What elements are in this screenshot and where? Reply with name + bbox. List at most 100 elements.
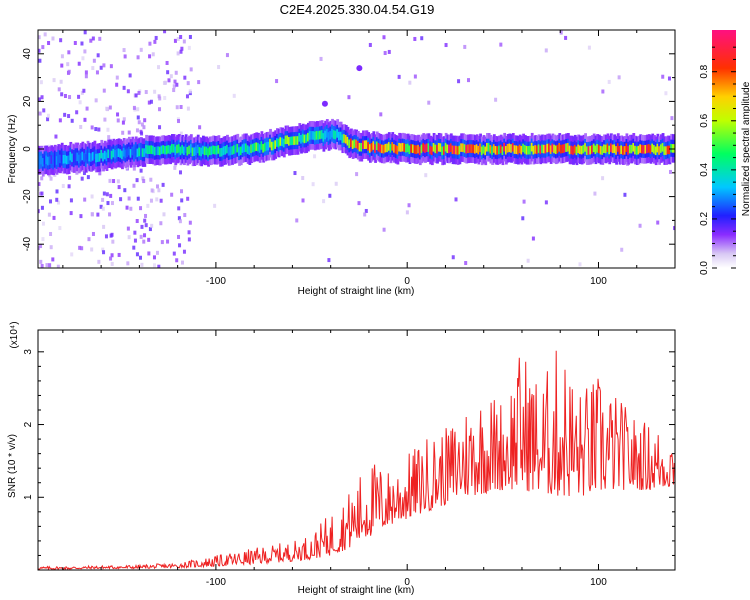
ridge-core — [616, 143, 620, 152]
snr-y-label: SNR (10 * v/v) — [7, 434, 18, 498]
ridge-core — [561, 144, 565, 154]
noise-cell — [142, 179, 146, 184]
noise-cell — [134, 93, 138, 98]
ridge-core — [644, 145, 648, 154]
ridge-core — [642, 145, 646, 154]
noise-cell — [58, 118, 62, 123]
y-tick-label: 1 — [23, 494, 34, 500]
ridge-core — [117, 148, 121, 157]
ridge-core — [523, 145, 527, 154]
noise-cell — [123, 188, 127, 193]
ridge-core — [272, 141, 276, 151]
ridge-core — [444, 142, 448, 152]
noise-cell — [98, 36, 102, 41]
noise-cell — [139, 234, 143, 239]
noise-cell — [147, 251, 151, 256]
noise-cell — [47, 41, 51, 46]
ridge-core — [165, 145, 169, 155]
ridge-core — [412, 144, 415, 153]
ridge-core — [399, 143, 403, 152]
ridge-core — [122, 147, 126, 157]
noise-cell — [55, 189, 59, 194]
ridge-core — [114, 149, 117, 159]
noise-cell — [217, 65, 221, 70]
ridge-core — [515, 145, 519, 155]
spectrogram-marks — [38, 30, 675, 268]
noise-cell — [180, 46, 184, 51]
ridge-core — [479, 143, 482, 153]
noise-cell — [189, 67, 193, 72]
ridge-core — [81, 151, 85, 161]
ridge-core — [635, 146, 639, 155]
ridge-core — [443, 146, 446, 155]
noise-cell — [197, 80, 201, 85]
ridge-core — [203, 146, 207, 156]
noise-cell — [183, 75, 187, 80]
ridge-core — [189, 144, 193, 153]
noise-cell — [155, 197, 159, 202]
ridge-core — [432, 143, 436, 152]
ridge-core — [386, 143, 389, 153]
noise-cell — [90, 212, 94, 217]
ridge-core — [468, 144, 472, 153]
ridge-core — [86, 150, 90, 160]
ridge-core — [172, 144, 176, 153]
ridge-core — [575, 146, 579, 156]
ridge-core — [96, 153, 100, 163]
noise-cell — [40, 176, 44, 181]
ridge-core — [565, 143, 569, 152]
ridge-core — [57, 154, 61, 163]
noise-cell — [143, 233, 147, 238]
ridge-core — [55, 156, 59, 165]
ridge-core — [145, 144, 148, 154]
ridge-core — [363, 140, 367, 150]
ridge-core — [580, 145, 584, 155]
ridge-core — [374, 144, 377, 153]
ridge-core — [255, 142, 259, 151]
ridge-core — [305, 134, 309, 143]
ridge-core — [410, 144, 414, 153]
noise-cell — [175, 82, 179, 87]
noise-cell — [47, 212, 51, 217]
ridge-core — [491, 146, 495, 155]
ridge-core — [475, 144, 479, 153]
ridge-core — [281, 137, 284, 147]
noise-cell — [163, 95, 167, 100]
ridge-core — [169, 145, 173, 155]
ridge-core — [529, 145, 532, 155]
noise-cell — [142, 239, 146, 244]
ridge-core — [217, 145, 221, 154]
noise-cell — [57, 200, 61, 205]
ridge-core — [69, 151, 73, 161]
noise-cell — [157, 188, 161, 193]
noise-cell — [607, 79, 611, 84]
noise-cell — [110, 261, 114, 266]
colorbar-label: Normalized spectral amplitude — [741, 81, 750, 216]
ridge-core — [568, 145, 572, 155]
ridge-core — [429, 145, 433, 155]
noise-cell — [103, 117, 107, 122]
ridge-core — [277, 138, 281, 148]
noise-cell — [136, 55, 140, 60]
ridge-core — [584, 143, 587, 152]
ridge-core — [148, 145, 152, 155]
noise-cell — [578, 262, 582, 267]
ridge-core — [613, 144, 617, 153]
ridge-core — [542, 144, 546, 154]
ridge-core — [654, 146, 658, 156]
noise-cell — [101, 206, 105, 211]
ridge-core — [341, 134, 345, 144]
x-tick-label: 100 — [590, 276, 607, 287]
noise-cell — [38, 35, 41, 40]
ridge-core — [461, 143, 465, 152]
snr-x-ticks: -100 0 100 — [62, 330, 676, 588]
ridge-core — [566, 143, 570, 152]
spectrogram-y-label: Frequency (Hz) — [7, 115, 18, 184]
ridge-core — [64, 154, 68, 164]
noise-cell — [95, 70, 99, 75]
noise-cell — [382, 35, 386, 40]
x-tick-label: -100 — [206, 577, 226, 588]
noise-cell — [81, 56, 85, 61]
noise-cell — [43, 32, 47, 37]
snr-x-label: Height of straight line (km) — [298, 585, 415, 596]
